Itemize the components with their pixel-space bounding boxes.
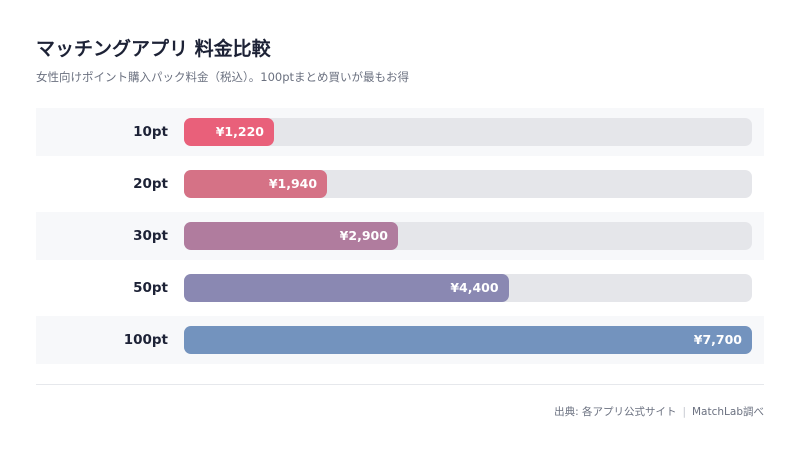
source-separator: | — [682, 406, 686, 418]
source-note: 出典: 各アプリ公式サイト | MatchLab調べ — [554, 404, 764, 419]
category-label: 30pt — [133, 228, 168, 244]
bar-row: 20pt ¥1,940 — [36, 160, 764, 208]
bar: ¥2,900 — [184, 222, 398, 250]
bar: ¥1,940 — [184, 170, 328, 198]
bar: ¥4,400 — [184, 274, 509, 302]
value-label: ¥2,900 — [339, 228, 388, 243]
source-credit: MatchLab調べ — [692, 406, 764, 418]
footer-divider — [36, 384, 764, 385]
chart-title: マッチングアプリ 料金比較 — [36, 38, 271, 60]
source-label: 出典: 各アプリ公式サイト — [554, 406, 677, 418]
bar-track: ¥1,220 — [184, 118, 752, 146]
value-label: ¥4,400 — [450, 280, 499, 295]
bar-track: ¥7,700 — [184, 326, 752, 354]
bar-row: 10pt ¥1,220 — [36, 108, 764, 156]
bar-track: ¥2,900 — [184, 222, 752, 250]
value-label: ¥1,220 — [215, 124, 264, 139]
bar-chart: 10pt ¥1,220 20pt ¥1,940 30pt ¥2,900 50pt ¥4,400… — [36, 108, 764, 368]
value-label: ¥1,940 — [268, 176, 318, 191]
bar: ¥1,220 — [184, 118, 274, 146]
bar-row: 30pt ¥2,900 — [36, 212, 764, 260]
bar: ¥7,700 — [184, 326, 752, 354]
bar-row: 50pt ¥4,400 — [36, 264, 764, 312]
category-label: 20pt — [133, 176, 168, 192]
bar-row: 100pt ¥7,700 — [36, 316, 764, 364]
category-label: 100pt — [123, 332, 168, 348]
value-label: ¥7,700 — [693, 332, 742, 347]
category-label: 10pt — [133, 124, 168, 140]
chart-subtitle: 女性向けポイント購入パック料金（税込）。100ptまとめ買いが最もお得 — [36, 70, 410, 84]
bar-track: ¥1,940 — [184, 170, 752, 198]
category-label: 50pt — [133, 280, 168, 296]
bar-track: ¥4,400 — [184, 274, 752, 302]
